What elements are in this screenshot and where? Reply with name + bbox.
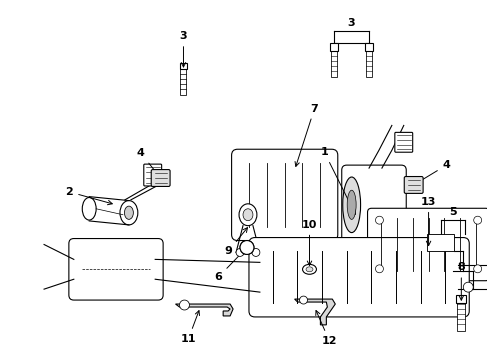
FancyBboxPatch shape [143, 164, 162, 186]
Text: 3: 3 [179, 31, 187, 67]
Ellipse shape [346, 190, 355, 219]
Ellipse shape [239, 204, 256, 226]
Text: 5: 5 [448, 207, 456, 217]
Text: 7: 7 [294, 104, 318, 166]
FancyBboxPatch shape [69, 239, 163, 300]
Bar [426, 234, 453, 251]
FancyBboxPatch shape [231, 149, 337, 240]
FancyBboxPatch shape [394, 132, 412, 152]
Text: 13: 13 [420, 197, 435, 246]
Circle shape [473, 216, 481, 224]
Bar [455, 295, 466, 303]
Text: 10: 10 [301, 220, 317, 265]
Circle shape [240, 240, 253, 255]
Circle shape [375, 265, 383, 273]
Text: 3: 3 [346, 18, 354, 28]
FancyBboxPatch shape [404, 176, 422, 193]
Ellipse shape [305, 267, 312, 272]
Text: 9: 9 [224, 228, 247, 256]
Circle shape [240, 240, 253, 255]
Text: 6: 6 [214, 250, 244, 282]
Polygon shape [294, 299, 335, 325]
Text: 8: 8 [456, 262, 464, 300]
Bar [180, 67, 186, 95]
Ellipse shape [243, 209, 252, 221]
Bar [330, 43, 338, 51]
Text: 4: 4 [137, 148, 158, 175]
Text: 11: 11 [181, 311, 199, 344]
Circle shape [236, 248, 244, 256]
Bar [366, 49, 371, 77]
Circle shape [299, 296, 307, 304]
Polygon shape [175, 304, 233, 316]
Text: 12: 12 [315, 311, 336, 346]
Ellipse shape [302, 264, 316, 274]
Circle shape [251, 248, 259, 256]
Circle shape [462, 282, 472, 292]
FancyBboxPatch shape [367, 208, 488, 281]
FancyBboxPatch shape [248, 238, 468, 317]
Circle shape [375, 216, 383, 224]
Circle shape [179, 300, 189, 310]
Ellipse shape [120, 201, 138, 225]
Ellipse shape [82, 198, 96, 220]
Text: 4: 4 [416, 160, 449, 183]
Ellipse shape [342, 177, 360, 233]
FancyBboxPatch shape [341, 165, 406, 244]
Bar [365, 43, 372, 51]
Bar [456, 301, 464, 331]
Bar [179, 63, 187, 69]
Bar [331, 49, 337, 77]
Ellipse shape [124, 206, 133, 219]
Text: 2: 2 [65, 187, 112, 205]
FancyBboxPatch shape [151, 170, 170, 186]
Circle shape [473, 265, 481, 273]
Text: 1: 1 [320, 147, 355, 214]
